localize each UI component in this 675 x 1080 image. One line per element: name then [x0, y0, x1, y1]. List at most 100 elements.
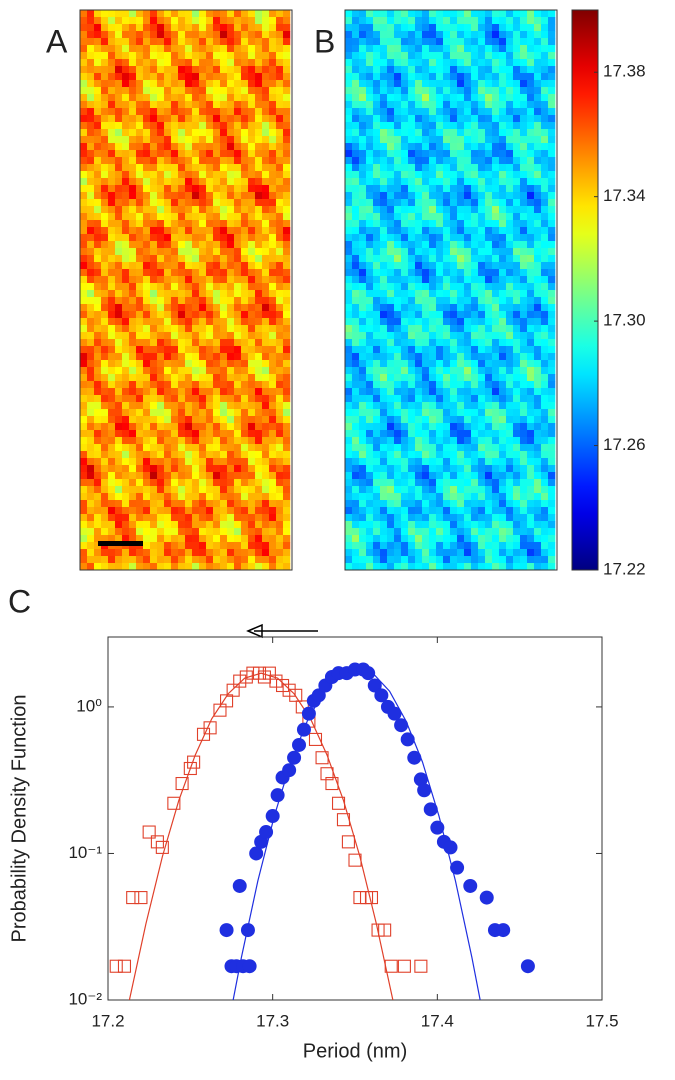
- heatmap-cell: [415, 283, 423, 291]
- heatmap-cell: [548, 192, 556, 200]
- heatmap-cell: [248, 381, 256, 389]
- heatmap-cell: [436, 444, 444, 452]
- heatmap-cell: [199, 521, 207, 529]
- heatmap-cell: [520, 444, 528, 452]
- heatmap-cell: [345, 549, 353, 557]
- heatmap-cell: [443, 486, 451, 494]
- heatmap-cell: [276, 276, 284, 284]
- heatmap-cell: [269, 458, 277, 466]
- heatmap-cell: [276, 353, 284, 361]
- heatmap-cell: [387, 465, 395, 473]
- heatmap-cell: [185, 206, 193, 214]
- heatmap-cell: [492, 45, 500, 53]
- heatmap-cell: [366, 24, 374, 32]
- heatmap-cell: [443, 269, 451, 277]
- heatmap-cell: [443, 339, 451, 347]
- heatmap-cell: [185, 52, 193, 60]
- heatmap-cell: [248, 325, 256, 333]
- heatmap-cell: [499, 164, 507, 172]
- heatmap-cell: [185, 192, 193, 200]
- heatmap-cell: [450, 199, 458, 207]
- heatmap-cell: [171, 395, 179, 403]
- heatmap-cell: [457, 416, 465, 424]
- heatmap-cell: [387, 318, 395, 326]
- heatmap-cell: [492, 213, 500, 221]
- heatmap-cell: [234, 458, 242, 466]
- heatmap-cell: [527, 367, 535, 375]
- heatmap-cell: [464, 94, 472, 102]
- heatmap-cell: [464, 395, 472, 403]
- heatmap-cell: [366, 80, 374, 88]
- heatmap-cell: [366, 136, 374, 144]
- heatmap-cell: [276, 80, 284, 88]
- heatmap-cell: [276, 514, 284, 522]
- heatmap-cell: [129, 535, 137, 543]
- heatmap-cell: [199, 395, 207, 403]
- heatmap-cell: [478, 374, 486, 382]
- heatmap-cell: [94, 472, 102, 480]
- heatmap-cell: [443, 150, 451, 158]
- heatmap-cell: [506, 297, 514, 305]
- heatmap-cell: [541, 388, 549, 396]
- heatmap-cell: [234, 395, 242, 403]
- heatmap-cell: [164, 318, 172, 326]
- heatmap-cell: [150, 472, 158, 480]
- heatmap-cell: [122, 479, 130, 487]
- heatmap-cell: [401, 563, 409, 571]
- heatmap-cell: [234, 220, 242, 228]
- heatmap-cell: [464, 178, 472, 186]
- heatmap-cell: [520, 157, 528, 165]
- heatmap-cell: [541, 542, 549, 550]
- heatmap-cell: [87, 255, 95, 263]
- heatmap-cell: [520, 17, 528, 25]
- heatmap-cell: [450, 255, 458, 263]
- heatmap-cell: [262, 234, 270, 242]
- heatmap-cell: [192, 171, 200, 179]
- heatmap-cell: [527, 486, 535, 494]
- heatmap-cell: [443, 549, 451, 557]
- heatmap-cell: [401, 500, 409, 508]
- heatmap-cell: [115, 227, 123, 235]
- heatmap-cell: [87, 290, 95, 298]
- heatmap-cell: [387, 206, 395, 214]
- heatmap-cell: [471, 563, 479, 571]
- heatmap-cell: [443, 332, 451, 340]
- heatmap-cell: [408, 297, 416, 305]
- heatmap-cell: [527, 31, 535, 39]
- heatmap-cell: [352, 549, 360, 557]
- heatmap-cell: [471, 409, 479, 417]
- heatmap-cell: [499, 507, 507, 515]
- data-point: [249, 846, 264, 861]
- heatmap-cell: [478, 185, 486, 193]
- heatmap-cell: [80, 556, 88, 564]
- heatmap-cell: [345, 423, 353, 431]
- heatmap-cell: [401, 17, 409, 25]
- heatmap-cell: [513, 150, 521, 158]
- heatmap-cell: [380, 66, 388, 74]
- heatmap-cell: [387, 395, 395, 403]
- data-point: [134, 891, 148, 905]
- heatmap-cell: [450, 507, 458, 515]
- heatmap-cell: [408, 52, 416, 60]
- heatmap-cell: [513, 17, 521, 25]
- heatmap-cell: [143, 199, 151, 207]
- heatmap-cell: [241, 185, 249, 193]
- heatmap-cell: [283, 304, 291, 312]
- heatmap-cell: [129, 122, 137, 130]
- heatmap-cell: [241, 276, 249, 284]
- heatmap-cell: [80, 325, 88, 333]
- heatmap-cell: [157, 444, 165, 452]
- heatmap-cell: [534, 206, 542, 214]
- heatmap-cell: [283, 514, 291, 522]
- heatmap-cell: [115, 381, 123, 389]
- heatmap-cell: [541, 213, 549, 221]
- heatmap-cell: [499, 325, 507, 333]
- heatmap-cell: [206, 87, 214, 95]
- heatmap-cell: [527, 227, 535, 235]
- heatmap-cell: [485, 297, 493, 305]
- heatmap-cell: [443, 507, 451, 515]
- heatmap-cell: [101, 514, 109, 522]
- heatmap-cell: [478, 507, 486, 515]
- heatmap-cell: [80, 276, 88, 284]
- heatmap-cell: [227, 542, 235, 550]
